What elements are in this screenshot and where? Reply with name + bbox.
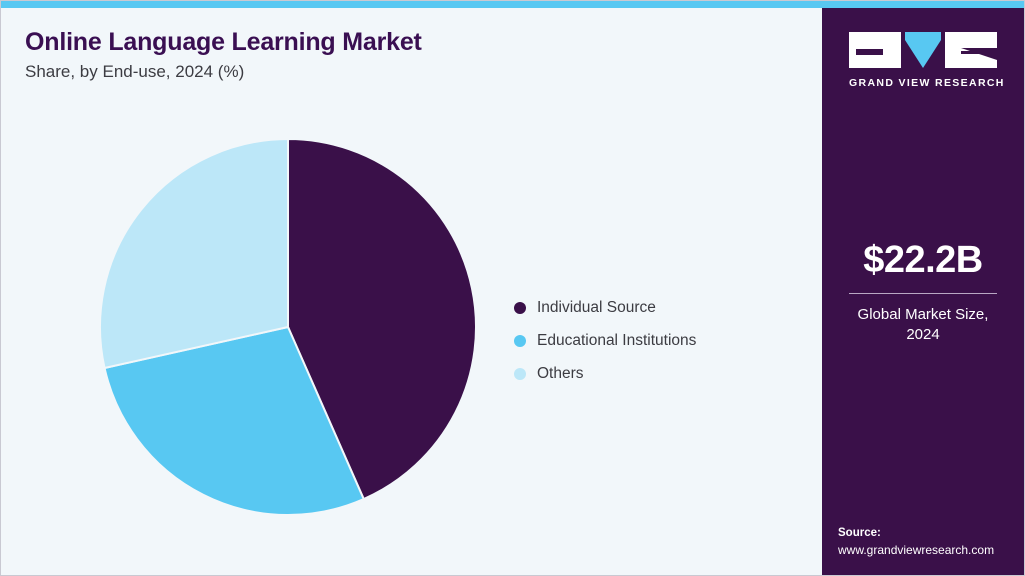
pie-slice[interactable] <box>99 137 289 370</box>
title-block: Online Language Learning Market Share, b… <box>25 28 422 82</box>
stat-value: $22.2B <box>863 239 983 281</box>
source-label: Source: <box>838 526 881 539</box>
chart-panel: Online Language Learning Market Share, b… <box>1 8 822 575</box>
pie-chart <box>99 137 477 516</box>
legend-swatch-icon <box>514 301 526 314</box>
side-panel: GRAND VIEW RESEARCH $22.2B Global Market… <box>822 8 1024 575</box>
highlight-stat: $22.2B Global Market Size, 2024 <box>822 241 1024 346</box>
stat-divider <box>849 293 997 294</box>
legend-label: Individual Source <box>537 298 656 316</box>
pie-slice[interactable] <box>103 325 366 516</box>
chart-legend: Individual Source Educational Institutio… <box>514 291 774 390</box>
legend-label: Educational Institutions <box>537 331 697 349</box>
legend-swatch-icon <box>514 367 526 380</box>
legend-label: Others <box>537 364 584 382</box>
logo-wordmark: GRAND VIEW RESEARCH <box>849 77 1005 89</box>
page-title: Online Language Learning Market <box>25 28 422 56</box>
legend-swatch-icon <box>514 334 526 347</box>
legend-item-individual-source[interactable]: Individual Source <box>514 291 774 324</box>
pie-chart-svg <box>99 137 477 516</box>
stat-caption: Global Market Size, 2024 <box>857 306 989 344</box>
legend-item-others[interactable]: Others <box>514 357 774 390</box>
legend-item-educational-institutions[interactable]: Educational Institutions <box>514 324 774 357</box>
brand-logo: GRAND VIEW RESEARCH <box>849 30 1005 89</box>
pie-slice[interactable] <box>287 137 477 501</box>
source-block: Source: www.grandviewresearch.com <box>838 525 1022 559</box>
gvr-logo-icon <box>849 32 997 68</box>
page-subtitle: Share, by End-use, 2024 (%) <box>25 61 245 81</box>
pie-slice-group <box>99 137 477 516</box>
source-url[interactable]: www.grandviewresearch.com <box>838 542 995 557</box>
top-accent-bar <box>1 1 1024 8</box>
